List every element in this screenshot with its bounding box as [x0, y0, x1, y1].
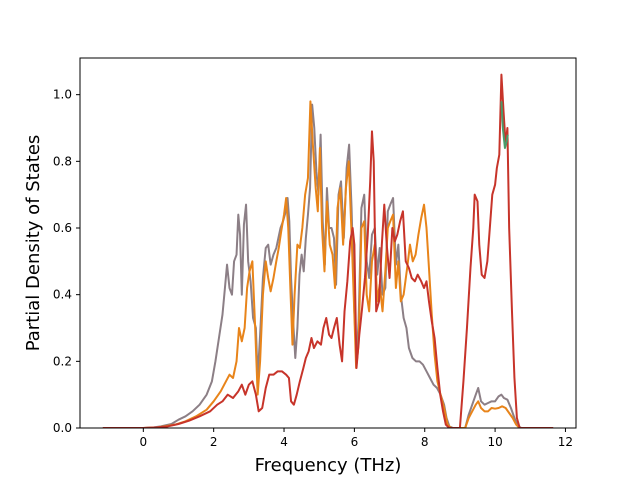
pdos-series-line-3 — [102, 73, 554, 428]
y-tick-label: 1.0 — [53, 88, 72, 102]
x-tick-label: 2 — [210, 435, 218, 449]
y-axis-label: Partial Density of States — [23, 135, 44, 352]
x-axis-label: Frequency (THz) — [255, 455, 402, 476]
x-tick-label: 10 — [487, 435, 502, 449]
x-tick-label: 12 — [558, 435, 573, 449]
plot-area-frame — [79, 57, 577, 429]
x-axis-ticks: 0 2 4 6 8 10 12 — [139, 428, 573, 449]
y-tick-label: 0.2 — [53, 354, 72, 368]
y-axis-ticks: 0.0 0.2 0.4 0.6 0.8 1.0 — [53, 88, 80, 435]
series-layer — [102, 73, 554, 428]
x-tick-label: 0 — [139, 435, 147, 449]
pdos-series-line-2 — [102, 100, 554, 428]
x-tick-label: 6 — [351, 435, 359, 449]
y-tick-label: 0.0 — [53, 421, 72, 435]
y-tick-label: 0.8 — [53, 154, 72, 168]
pdos-series-line-4 — [500, 101, 509, 149]
x-tick-label: 4 — [280, 435, 288, 449]
x-tick-label: 8 — [421, 435, 429, 449]
y-tick-label: 0.6 — [53, 221, 72, 235]
y-tick-label: 0.4 — [53, 288, 72, 302]
